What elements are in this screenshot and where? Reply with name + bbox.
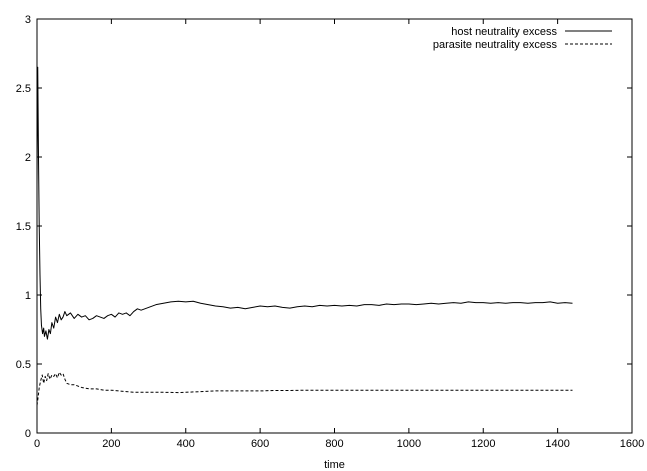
y-tick-label: 0 bbox=[25, 428, 31, 440]
series-line-host bbox=[36, 66, 573, 340]
x-tick-label: 400 bbox=[177, 438, 195, 450]
legend-label: host neutrality excess bbox=[451, 26, 557, 38]
x-tick-label: 200 bbox=[102, 438, 120, 450]
y-tick-label: 3 bbox=[25, 14, 31, 26]
y-tick-label: 2.5 bbox=[16, 83, 31, 95]
plot-frame bbox=[36, 18, 633, 434]
x-axis-label: time bbox=[324, 459, 345, 471]
x-tick-label: 0 bbox=[34, 438, 40, 450]
x-tick-label: 800 bbox=[325, 438, 343, 450]
series-line-parasite bbox=[36, 371, 573, 406]
y-tick-label: 1.5 bbox=[16, 221, 31, 233]
plot-border bbox=[36, 18, 633, 434]
x-tick-label: 1200 bbox=[471, 438, 495, 450]
x-tick-label: 1000 bbox=[397, 438, 421, 450]
legend-label: parasite neutrality excess bbox=[433, 39, 558, 51]
x-tick-label: 1600 bbox=[620, 438, 644, 450]
y-tick-label: 2 bbox=[25, 152, 31, 164]
x-tick-label: 600 bbox=[251, 438, 269, 450]
axis-ticks: 0 200 400 600 800 1000 1200 1400 1600 0 0.5 1 1.5 2 2.… bbox=[16, 14, 645, 450]
series-lines bbox=[36, 66, 573, 406]
y-tick-label: 0.5 bbox=[16, 359, 31, 371]
x-tick-label: 1400 bbox=[545, 438, 569, 450]
y-tick-label: 1 bbox=[25, 290, 31, 302]
